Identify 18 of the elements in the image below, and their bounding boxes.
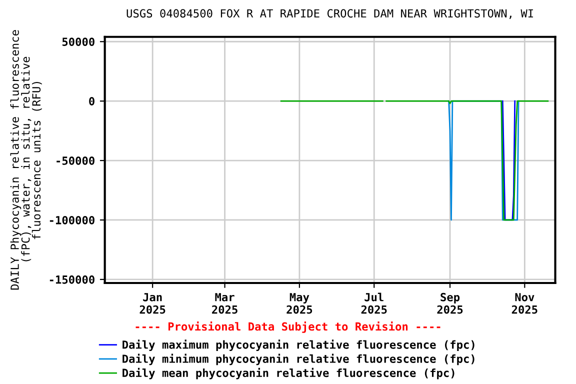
chart-title: USGS 04084500 FOX R AT RAPIDE CROCHE DAM NEAR WRIGHTSTOWN, WI bbox=[126, 9, 533, 19]
y-tick-label: -50000 bbox=[56, 156, 94, 165]
line-series bbox=[502, 100, 516, 221]
y-tick-label: 50000 bbox=[62, 38, 94, 46]
legend-label: Daily mean phycocyanin relative fluorescence (fpc) bbox=[122, 368, 454, 380]
x-tick-label: Mar 2025 bbox=[212, 293, 238, 314]
x-tick-label: Nov 2025 bbox=[512, 293, 538, 314]
x-tick-label: Jan 2025 bbox=[140, 293, 166, 314]
y-tick-label: -150000 bbox=[50, 275, 94, 284]
text: ---- Provisional Data Subject to Revision ---- bbox=[136, 321, 440, 333]
legend-label: Daily minimum phycocyanin relative fluorescence (fpc) bbox=[122, 354, 474, 366]
x-tick-label: May 2025 bbox=[286, 293, 312, 314]
y-tick-label: -100000 bbox=[50, 216, 94, 224]
y-axis-title: DAILY Phycocyanin relative fluorescence (fPC), water, in situ, relative fluorescence units (RFU) bbox=[10, 30, 42, 290]
x-tick-label: Jul 2025 bbox=[361, 292, 387, 314]
legend-label: Daily maximum phycocyanin relative fluorescence (fpc) bbox=[122, 340, 474, 351]
x-tick-label: Sep 2025 bbox=[437, 292, 463, 314]
y-tick-label: 0 bbox=[89, 97, 94, 106]
